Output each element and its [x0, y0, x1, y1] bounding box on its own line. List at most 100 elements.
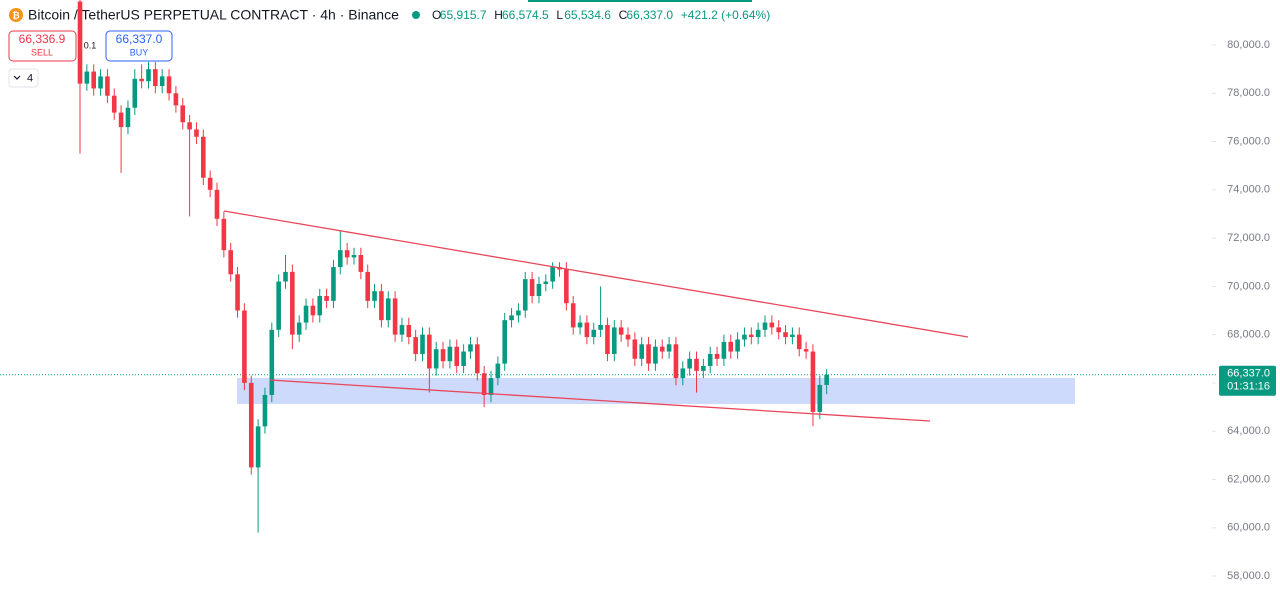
ohlc-value: 65,534.6	[564, 8, 611, 22]
ohlc-change: +421.2 (+0.64%)	[681, 8, 770, 22]
candle-body	[591, 329, 597, 338]
sell-button[interactable]	[8, 30, 77, 62]
candle-body	[749, 334, 754, 338]
candle-body	[269, 329, 275, 395]
candle-body	[475, 344, 480, 374]
candle-body	[680, 368, 686, 379]
ohlc-key: O	[432, 8, 441, 22]
quantity: 0.1	[84, 40, 97, 50]
candle-body	[331, 267, 336, 301]
indicators-count: 4	[27, 72, 33, 84]
candle-body	[187, 122, 192, 130]
ohlc-legend: O65,915.7 H 66,574.5 L 65,534.6 C 66,337.0 +421…	[432, 8, 770, 22]
candle-body	[228, 250, 233, 275]
candle-body	[468, 344, 473, 352]
candle-body	[303, 305, 309, 323]
candle-body	[207, 177, 213, 190]
candle-body	[646, 344, 651, 364]
candle-body	[735, 339, 740, 352]
candle-body	[385, 298, 391, 321]
candle-body	[454, 346, 460, 367]
candle-body	[783, 332, 788, 338]
price-label: 66,337.0	[1227, 368, 1270, 380]
y-tick-label: 74,000.0	[1227, 184, 1270, 196]
candle-body	[824, 374, 829, 385]
candle-body	[570, 303, 576, 328]
candle-body	[481, 373, 487, 395]
candle-body	[194, 129, 199, 137]
y-tick-label: 60,000.0	[1227, 522, 1270, 534]
chart-title: Bitcoin / TetherUS PERPETUAL CONTRACT · …	[28, 7, 399, 23]
candle-body	[290, 271, 295, 335]
candle-body	[173, 93, 179, 106]
candle-body	[420, 334, 425, 354]
chevron-icon	[13, 75, 21, 80]
candle-body	[769, 322, 775, 328]
candle-body	[283, 271, 288, 282]
candle-body	[721, 341, 727, 359]
ohlc-value: 65,915.7	[440, 8, 487, 22]
candle-body	[139, 78, 144, 82]
candle-body	[536, 283, 542, 297]
candle-body	[529, 279, 535, 297]
candle-body	[440, 349, 446, 362]
candle-body	[577, 322, 583, 328]
candle-body	[605, 324, 610, 354]
candle-body	[810, 351, 816, 412]
buy-label: BUY	[130, 47, 149, 57]
ohlc-key: L	[556, 8, 563, 22]
candle-body	[296, 322, 302, 335]
candle-body	[516, 310, 521, 316]
coin-logo-glyph: ₿	[12, 10, 19, 20]
indicators-toggle[interactable]	[8, 68, 39, 88]
sell-label: SELL	[31, 47, 53, 57]
candle-body	[276, 281, 281, 330]
candle-body	[776, 327, 781, 333]
buy-button[interactable]	[105, 30, 173, 62]
candle-body	[714, 353, 720, 359]
candle-body	[159, 76, 165, 87]
candle-body	[111, 95, 117, 113]
candle-body	[790, 334, 795, 338]
candle-body	[564, 269, 569, 304]
ohlc-key: C	[619, 8, 628, 22]
candle-body	[379, 291, 384, 321]
candle-body	[625, 334, 631, 340]
candle-body	[687, 358, 692, 369]
candle-body	[632, 339, 638, 359]
candle-body	[694, 358, 699, 371]
ohlc-value: 66,337.0	[626, 8, 673, 22]
candle-body	[235, 274, 240, 311]
candle-body	[495, 363, 501, 379]
candle-body	[399, 324, 405, 335]
candle-body	[91, 71, 96, 89]
candle-body	[502, 320, 507, 364]
candle-body	[584, 322, 590, 338]
candle-body	[392, 298, 398, 335]
candle-body	[77, 1, 83, 84]
candle-body	[659, 346, 665, 352]
candle-body	[221, 218, 227, 251]
candle-body	[618, 327, 624, 335]
candle-body	[98, 76, 103, 89]
candle-body	[166, 76, 172, 94]
y-tick-label: 58,000.0	[1227, 570, 1270, 582]
candle-body	[105, 76, 110, 96]
price-label-box	[1219, 365, 1276, 396]
support-zone	[237, 378, 1075, 405]
candle-body	[406, 324, 412, 338]
candle-body	[214, 189, 220, 219]
y-tick-label: 68,000.0	[1227, 329, 1270, 341]
candle-body	[146, 69, 151, 82]
candle-body	[612, 327, 617, 354]
sell-price: 66,336.9	[19, 32, 66, 46]
candle-body	[338, 250, 343, 268]
candle-body	[666, 344, 672, 352]
candle-body	[262, 394, 268, 427]
candle-body	[317, 296, 323, 316]
y-tick-label: 76,000.0	[1227, 135, 1270, 147]
trendline	[223, 210, 969, 338]
y-tick-label: 70,000.0	[1227, 280, 1270, 292]
